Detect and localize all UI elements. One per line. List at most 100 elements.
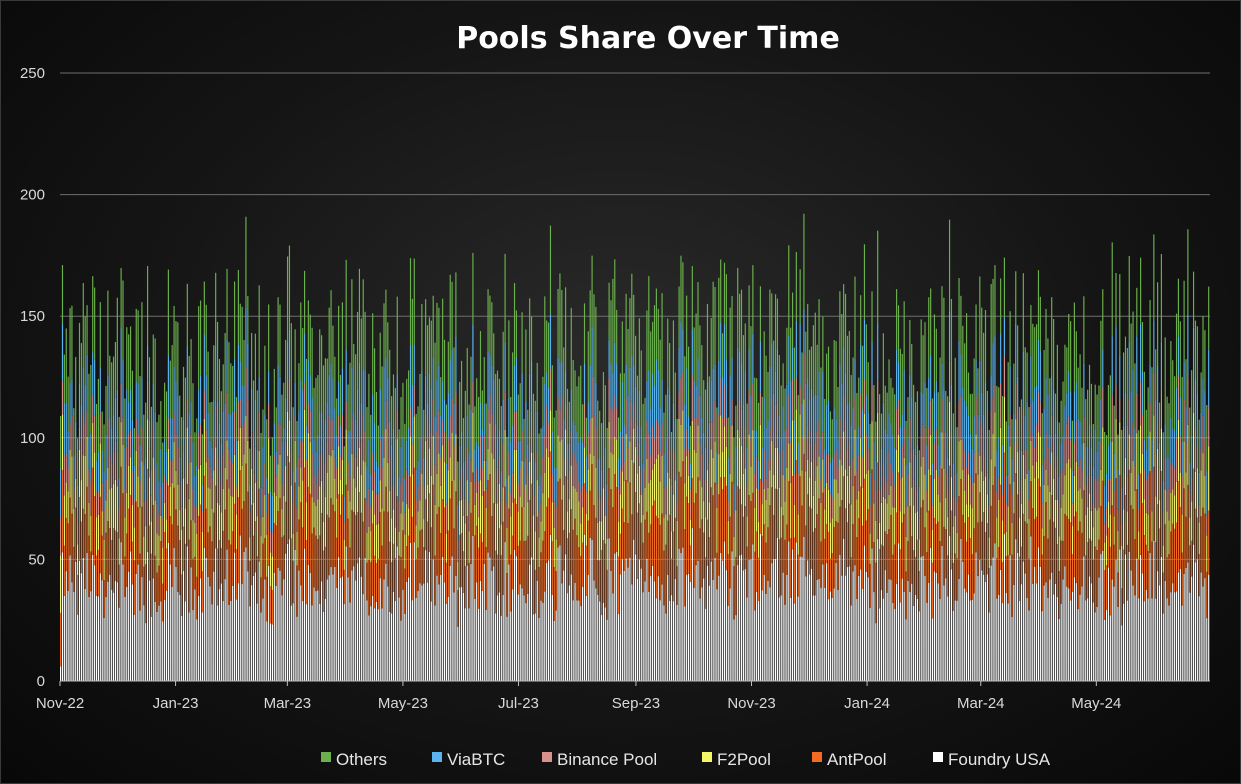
- bar-segment-others: [234, 281, 236, 360]
- bar-segment-f2pool: [220, 512, 222, 549]
- bar-segment-binance-pool: [61, 380, 64, 415]
- bar-segment-viabtc: [824, 449, 826, 488]
- bar-segment-viabtc: [826, 404, 828, 455]
- bar-segment-f2pool: [290, 485, 292, 539]
- bar-segment-binance-pool: [358, 410, 361, 448]
- bar-segment-binance-pool: [1009, 414, 1011, 447]
- bar-segment-antpool: [69, 497, 71, 556]
- bar-segment-binance-pool: [517, 483, 519, 512]
- bar-segment-binance-pool: [716, 483, 718, 508]
- bar-segment-f2pool: [326, 472, 328, 515]
- bar-segment-f2pool: [642, 514, 644, 543]
- bar-segment-antpool: [1032, 507, 1034, 585]
- bar-segment-binance-pool: [230, 458, 232, 497]
- bar-segment-f2pool: [396, 438, 398, 497]
- bar-segment-binance-pool: [1177, 375, 1180, 420]
- bar-segment-binance-pool: [485, 488, 487, 509]
- bar-segment-others: [442, 298, 444, 382]
- bar-segment-foundry-usa: [839, 554, 841, 681]
- bar-segment-foundry-usa: [175, 566, 177, 681]
- bar-segment-others: [975, 304, 977, 360]
- bar-segment-antpool: [795, 460, 797, 543]
- bar-segment-antpool: [901, 522, 903, 579]
- bar-segment-viabtc: [1018, 449, 1021, 491]
- bar-segment-viabtc: [892, 434, 894, 472]
- bar-segment-f2pool: [661, 456, 663, 514]
- bar-segment-binance-pool: [956, 502, 958, 533]
- bar-segment-viabtc: [279, 376, 281, 425]
- bar-segment-viabtc: [561, 361, 563, 396]
- bar-segment-foundry-usa: [587, 574, 589, 681]
- bar-segment-foundry-usa: [322, 611, 325, 681]
- bar-segment-antpool: [733, 566, 735, 620]
- bar-segment-others: [1113, 405, 1115, 454]
- bar-segment-binance-pool: [95, 491, 98, 518]
- bar-segment-f2pool: [604, 516, 606, 544]
- bar-segment-foundry-usa: [820, 587, 822, 681]
- bar-segment-f2pool: [207, 487, 209, 533]
- bar-segment-f2pool: [763, 488, 765, 525]
- bar-segment-foundry-usa: [1017, 552, 1019, 681]
- bar-segment-antpool: [307, 486, 309, 565]
- bar-segment-f2pool: [582, 507, 584, 543]
- bar-segment-foundry-usa: [1018, 600, 1021, 681]
- bar-segment-foundry-usa: [428, 551, 430, 681]
- bar-segment-others: [1158, 402, 1161, 443]
- bar-segment-others: [1098, 385, 1100, 441]
- bar-segment-viabtc: [914, 454, 917, 487]
- bar-segment-f2pool: [256, 516, 258, 557]
- bar-segment-f2pool: [154, 500, 156, 556]
- bar-segment-antpool: [286, 456, 289, 544]
- bar-segment-foundry-usa: [619, 574, 622, 681]
- bar-segment-foundry-usa: [650, 576, 652, 681]
- bar-segment-f2pool: [186, 427, 188, 484]
- bar-segment-viabtc: [443, 399, 446, 433]
- bar-segment-foundry-usa: [517, 594, 519, 681]
- bar-segment-foundry-usa: [145, 623, 147, 681]
- bar-segment-f2pool: [1134, 490, 1136, 540]
- bar-segment-binance-pool: [1140, 381, 1142, 426]
- bar-segment-f2pool: [1098, 507, 1100, 540]
- bar-segment-f2pool: [809, 477, 811, 507]
- bar-segment-antpool: [670, 558, 673, 596]
- bar-segment-f2pool: [504, 429, 506, 487]
- bar-segment-others: [158, 414, 160, 482]
- bar-segment-f2pool: [1081, 498, 1083, 533]
- bar-segment-binance-pool: [939, 465, 941, 503]
- bar-segment-binance-pool: [858, 455, 860, 491]
- bar-segment-foundry-usa: [984, 581, 987, 681]
- bar-segment-binance-pool: [440, 456, 442, 486]
- bar-segment-viabtc: [177, 396, 179, 447]
- bar-segment-others: [1174, 376, 1176, 431]
- bar-segment-others: [827, 346, 830, 401]
- bar-segment-foundry-usa: [657, 576, 659, 681]
- bar-segment-viabtc: [754, 430, 756, 474]
- bar-segment-others: [235, 397, 238, 441]
- bar-segment-foundry-usa: [355, 580, 357, 681]
- bar-segment-others: [254, 333, 256, 400]
- bar-segment-viabtc: [1011, 458, 1013, 494]
- bar-segment-viabtc: [958, 340, 960, 402]
- bar-segment-binance-pool: [135, 418, 137, 451]
- bar-segment-f2pool: [324, 496, 326, 547]
- bar-segment-others: [426, 325, 429, 404]
- bar-segment-antpool: [379, 512, 381, 579]
- bar-segment-binance-pool: [846, 449, 849, 476]
- bar-segment-foundry-usa: [436, 575, 438, 681]
- bar-segment-others: [317, 375, 319, 435]
- bar-segment-antpool: [708, 537, 710, 586]
- bar-segment-viabtc: [1119, 355, 1121, 399]
- bar-segment-f2pool: [1026, 473, 1028, 524]
- bar-segment-foundry-usa: [602, 602, 605, 681]
- bar-segment-others: [513, 283, 516, 366]
- bar-segment-binance-pool: [920, 435, 922, 467]
- bar-segment-antpool: [1022, 513, 1024, 562]
- bar-segment-others: [1155, 349, 1157, 401]
- bar-segment-foundry-usa: [432, 559, 434, 681]
- bar-segment-antpool: [1071, 554, 1074, 592]
- bar-segment-antpool: [438, 506, 440, 585]
- bar-segment-f2pool: [500, 524, 502, 556]
- bar-segment-antpool: [782, 515, 784, 573]
- bar-segment-f2pool: [627, 482, 629, 524]
- legend-item-foundry-usa: Foundry USA: [933, 750, 1051, 769]
